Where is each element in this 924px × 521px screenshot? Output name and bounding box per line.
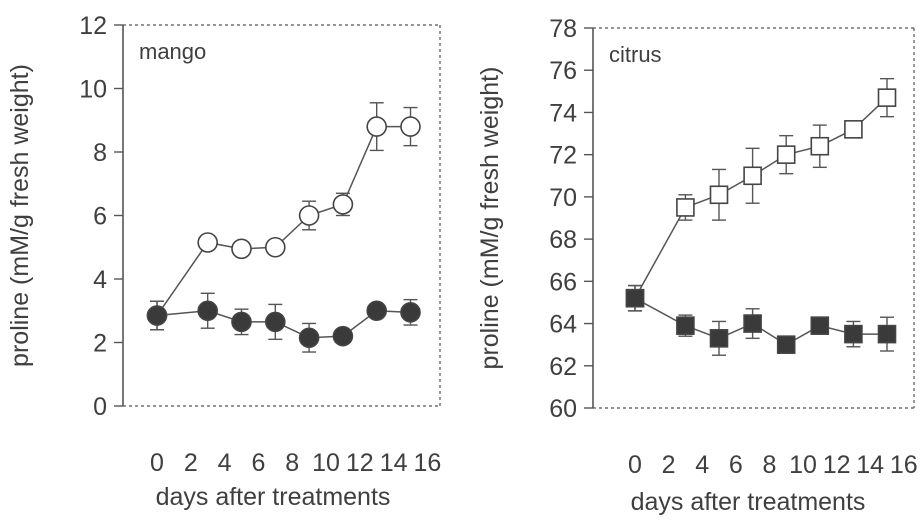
panel-label: mango — [139, 39, 206, 64]
x-tick-label: 8 — [762, 451, 776, 479]
data-point — [844, 324, 863, 344]
data-point — [231, 311, 252, 333]
series-open — [625, 77, 897, 312]
y-axis-label: proline (mM/g fresh weight) — [476, 67, 504, 370]
y-tick-label: 64 — [549, 311, 577, 339]
data-point — [743, 166, 762, 186]
y-axis-label: proline (mM/g fresh weight) — [6, 64, 34, 367]
y-tick-label: 74 — [549, 99, 577, 127]
series-filled — [146, 292, 421, 353]
data-point — [298, 205, 320, 226]
panel-label: citrus — [609, 42, 662, 67]
data-point — [332, 325, 354, 347]
data-point — [776, 145, 796, 164]
data-point — [400, 302, 421, 323]
x-tick-label: 4 — [218, 449, 232, 477]
y-tick-label: 0 — [93, 393, 107, 421]
x-tick-label: 12 — [823, 451, 851, 479]
y-tick-label: 12 — [79, 12, 107, 40]
y-tick-label: 4 — [93, 266, 107, 294]
x-tick-label: 2 — [184, 449, 198, 477]
data-point — [709, 329, 729, 348]
data-point — [264, 236, 286, 258]
x-tick-label: 12 — [346, 449, 374, 477]
data-point — [298, 327, 320, 349]
x-tick-label: 6 — [729, 451, 743, 479]
y-tick-label: 2 — [93, 330, 107, 358]
y-tick-label: 66 — [549, 268, 577, 296]
series-open — [146, 102, 421, 331]
data-point — [366, 300, 388, 322]
x-tick-label: 8 — [285, 449, 299, 477]
y-tick-label: 78 — [549, 15, 577, 43]
x-tick-label: 14 — [856, 451, 884, 479]
series-filled — [625, 284, 897, 356]
y-tick-label: 76 — [549, 57, 577, 85]
y-tick-label: 10 — [79, 76, 107, 104]
data-point — [743, 314, 762, 333]
data-point — [146, 305, 168, 326]
y-tick-label: 6 — [93, 203, 107, 231]
x-tick-label: 14 — [380, 449, 408, 477]
data-point — [197, 300, 218, 322]
data-point — [676, 198, 695, 217]
data-point — [625, 288, 645, 308]
data-point — [877, 324, 897, 344]
data-point — [332, 194, 354, 215]
y-tick-label: 60 — [549, 395, 577, 423]
x-tick-label: 10 — [789, 451, 817, 479]
y-tick-label: 62 — [549, 353, 577, 381]
data-point — [810, 136, 830, 156]
x-tick-label: 16 — [413, 449, 441, 477]
chart-mango: proline (mM/g fresh weight) days after t… — [6, 12, 441, 511]
x-axis-label: days after treatments — [631, 488, 866, 516]
y-tick-label: 70 — [549, 184, 577, 212]
data-point — [877, 88, 897, 107]
data-point — [366, 116, 388, 137]
series-line — [156, 125, 411, 316]
data-point — [264, 311, 286, 333]
x-tick-label: 16 — [890, 451, 918, 479]
data-point — [709, 185, 729, 205]
x-tick-label: 4 — [695, 451, 709, 479]
x-tick-label: 10 — [312, 449, 340, 477]
chart-citrus: proline (mM/g fresh weight) days after t… — [476, 15, 918, 516]
data-point — [844, 120, 863, 139]
y-tick-label: 68 — [549, 226, 577, 254]
data-point — [676, 316, 695, 335]
x-tick-label: 6 — [251, 449, 265, 477]
x-tick-label: 0 — [628, 451, 642, 479]
data-point — [810, 316, 830, 335]
data-point — [776, 335, 796, 354]
data-point — [400, 116, 421, 137]
x-axis-label: days after treatments — [156, 483, 391, 511]
y-tick-label: 8 — [93, 139, 107, 167]
data-point — [231, 238, 252, 260]
y-tick-label: 72 — [549, 142, 577, 170]
x-tick-label: 0 — [150, 449, 164, 477]
data-point — [197, 232, 218, 253]
x-tick-label: 2 — [662, 451, 676, 479]
